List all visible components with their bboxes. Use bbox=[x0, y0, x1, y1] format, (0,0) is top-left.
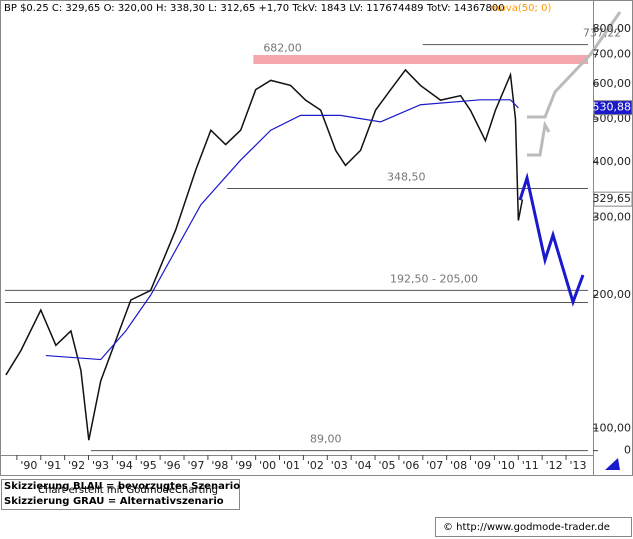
y-tick-label: 100,00 bbox=[593, 421, 632, 434]
x-tick-label: '09 bbox=[474, 459, 491, 472]
x-tick-label: '90 bbox=[20, 459, 37, 472]
level-label: 89,00 bbox=[310, 433, 342, 446]
x-tick-label: '00 bbox=[259, 459, 276, 472]
y-tick-label: 600,00 bbox=[593, 77, 632, 90]
gray-scenario-short bbox=[527, 120, 551, 157]
x-tick-label: '93 bbox=[92, 459, 109, 472]
level-label: 192,50 - 205,00 bbox=[390, 272, 478, 285]
x-tick-label: '01 bbox=[283, 459, 300, 472]
x-tick-label: '06 bbox=[402, 459, 419, 472]
header: BP $0.25 C: 329,65 O: 320,00 H: 338,30 L… bbox=[4, 3, 505, 14]
x-tick-label: '10 bbox=[498, 459, 515, 472]
price-line bbox=[5, 68, 524, 441]
blue-scenario bbox=[518, 172, 585, 307]
legend-gray: Skizzierung GRAU = Alternativszenario bbox=[4, 496, 224, 507]
x-tick-label: '96 bbox=[164, 459, 181, 472]
x-axis-panel bbox=[0, 455, 594, 476]
y-tick-label: 300,00 bbox=[593, 210, 632, 223]
level-label: 737,22 bbox=[583, 27, 622, 40]
price-tag bbox=[593, 100, 633, 116]
x-tick-label: '12 bbox=[546, 459, 563, 472]
price-tag-label: 530,88 bbox=[593, 101, 632, 114]
url: © http://www.godmode-trader.de bbox=[443, 522, 610, 533]
level-label: 348,50 bbox=[387, 170, 426, 183]
x-tick-label: '97 bbox=[188, 459, 205, 472]
price-tag-label: 329,65 bbox=[593, 192, 632, 205]
plot-frame bbox=[0, 0, 594, 456]
y-axis-panel bbox=[593, 0, 633, 476]
x-tick-label: '99 bbox=[235, 459, 252, 472]
x-tick-label: '94 bbox=[116, 459, 133, 472]
x-tick-label: '08 bbox=[450, 459, 467, 472]
x-tick-label: '91 bbox=[44, 459, 61, 472]
x-tick-label: '13 bbox=[570, 459, 587, 472]
x-tick-label: '07 bbox=[426, 459, 443, 472]
x-tick-label: '03 bbox=[331, 459, 348, 472]
y-tick-label: 0 bbox=[624, 444, 631, 457]
y-tick-label: 200,00 bbox=[593, 288, 632, 301]
legend-blue: Skizzierung BLAU = bevorzugtes Szenario bbox=[4, 481, 240, 492]
url-box bbox=[435, 517, 632, 537]
x-tick-label: '92 bbox=[68, 459, 85, 472]
legend-box bbox=[1, 479, 240, 510]
x-tick-label: '05 bbox=[379, 459, 396, 472]
x-tick-label: '98 bbox=[211, 459, 228, 472]
indicator-label: mova(50; 0) bbox=[490, 3, 551, 14]
y-tick-label: 400,00 bbox=[593, 155, 632, 168]
x-tick-label: '02 bbox=[307, 459, 324, 472]
y-tick-label: 500,00 bbox=[593, 112, 632, 125]
credit: Chart erstellt mit GodmodeCharting bbox=[38, 485, 218, 496]
x-tick-label: '11 bbox=[522, 459, 539, 472]
moving-average-line bbox=[45, 99, 519, 361]
gray-scenario bbox=[527, 11, 622, 119]
y-tick-label: 800,00 bbox=[593, 22, 632, 35]
price-tag bbox=[593, 191, 633, 207]
x-tick-label: '04 bbox=[355, 459, 372, 472]
y-tick-label: 700,00 bbox=[593, 48, 632, 61]
logo-icon bbox=[605, 458, 620, 470]
x-tick-label: '95 bbox=[140, 459, 157, 472]
level-label: 682,00 bbox=[263, 42, 302, 55]
